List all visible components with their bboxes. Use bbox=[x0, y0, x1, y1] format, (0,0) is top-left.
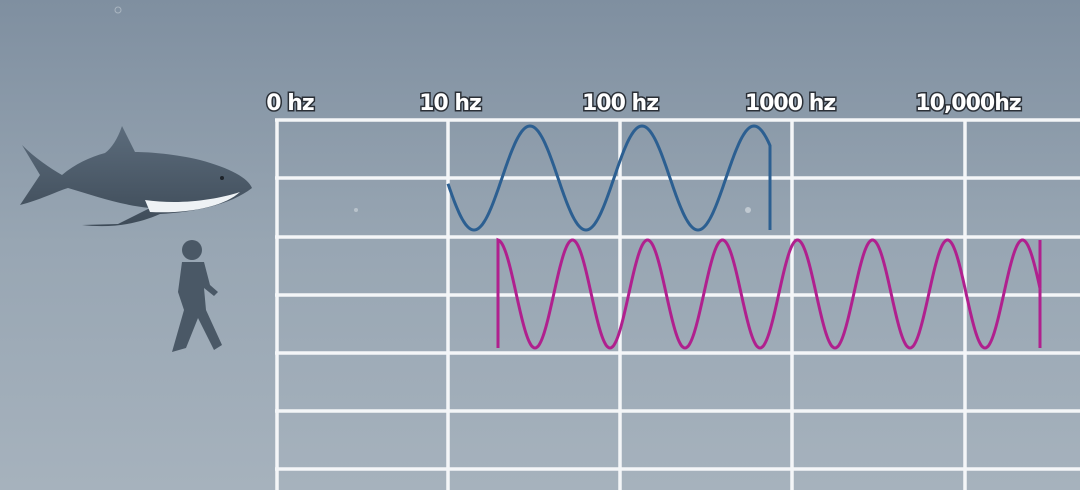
frequency-label: 10,000hz bbox=[915, 91, 1021, 116]
bubble bbox=[354, 208, 358, 212]
frequency-label: 10 hz bbox=[419, 91, 481, 116]
human-hearing-wave bbox=[496, 237, 1042, 350]
bubble bbox=[745, 207, 751, 213]
frequency-grid bbox=[275, 118, 1080, 490]
bubble bbox=[114, 6, 122, 14]
frequency-label: 0 hz bbox=[266, 91, 314, 116]
person bbox=[172, 240, 222, 352]
frequency-label: 1000 hz bbox=[745, 91, 836, 116]
shark bbox=[20, 126, 252, 227]
shark-hearing-wave bbox=[446, 124, 772, 232]
frequency-label: 100 hz bbox=[582, 91, 658, 116]
